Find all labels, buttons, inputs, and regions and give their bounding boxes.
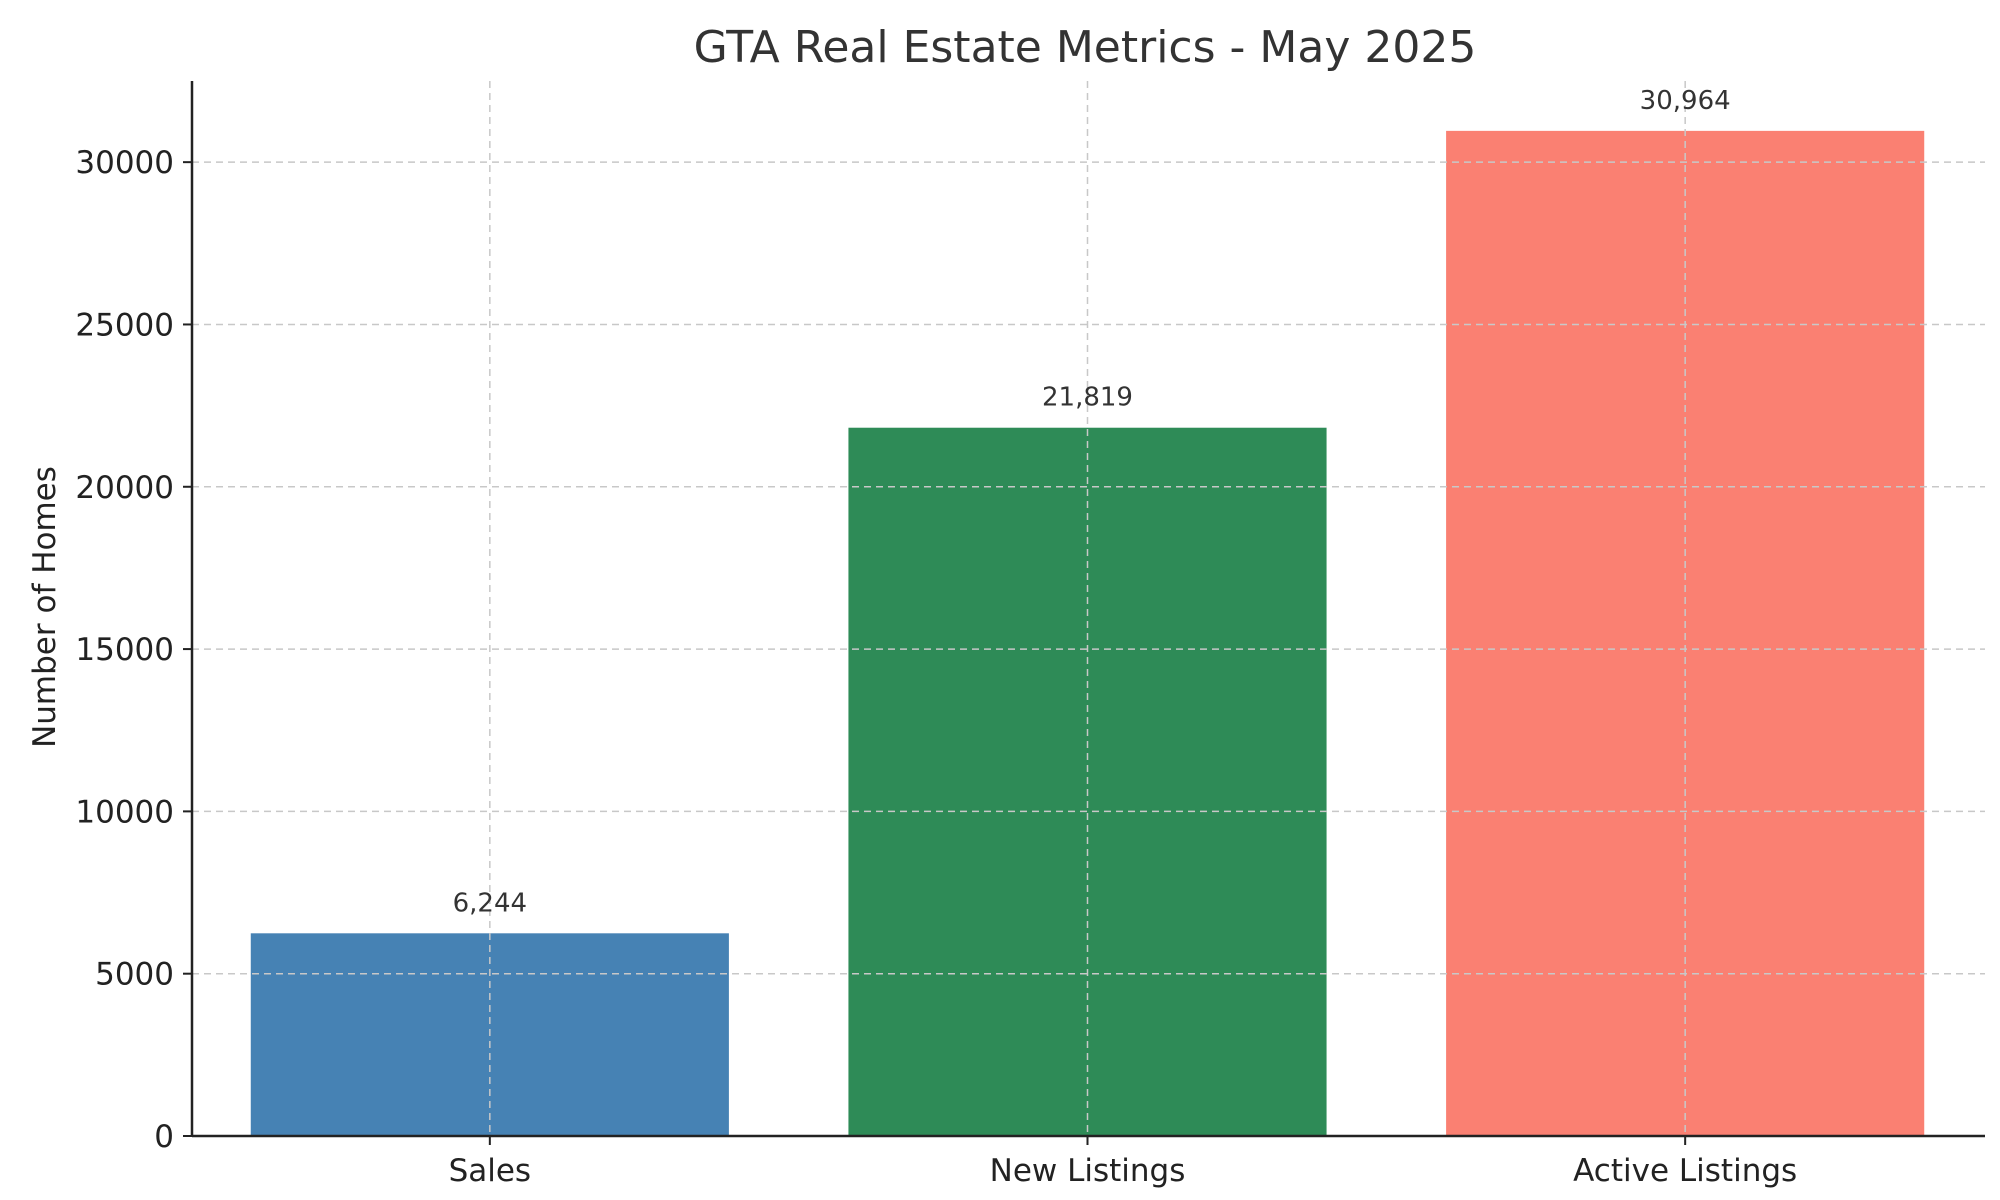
chart-title: GTA Real Estate Metrics - May 2025 <box>694 22 1477 73</box>
y-tick-label: 5000 <box>95 957 174 993</box>
y-tick-label: 30000 <box>75 145 174 181</box>
y-axis-label: Number of Homes <box>27 466 63 748</box>
y-tick-label: 0 <box>154 1119 174 1155</box>
y-tick-label: 10000 <box>75 794 174 830</box>
data-label: 21,819 <box>1042 383 1133 413</box>
y-tick-label: 25000 <box>75 307 174 343</box>
data-labels: 6,244 21,819 30,964 <box>453 86 1731 918</box>
data-label: 6,244 <box>453 888 527 918</box>
y-axis-ticks: 0 5000 10000 15000 20000 25000 30000 <box>75 145 192 1155</box>
y-tick-label: 20000 <box>75 470 174 506</box>
x-tick-label: New Listings <box>990 1153 1186 1189</box>
x-tick-label: Active Listings <box>1573 1153 1797 1189</box>
data-label: 30,964 <box>1640 86 1731 116</box>
y-tick-label: 15000 <box>75 632 174 668</box>
x-tick-label: Sales <box>449 1153 532 1189</box>
x-axis-ticks: Sales New Listings Active Listings <box>449 1136 1797 1189</box>
grid-lines <box>192 81 1985 1136</box>
